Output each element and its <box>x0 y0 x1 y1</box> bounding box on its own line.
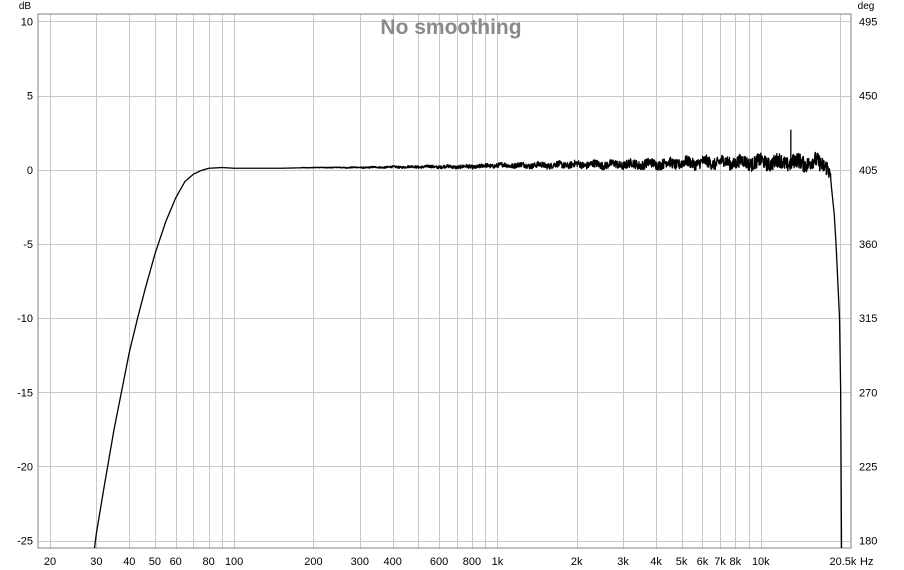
y2-tick-label: 180 <box>859 536 877 548</box>
y-tick-label: -15 <box>17 387 33 399</box>
x-tick-label: 100 <box>225 556 243 568</box>
y-tick-label: 0 <box>27 165 33 177</box>
x-tick-label: 600 <box>430 556 448 568</box>
y2-tick-label: 450 <box>859 91 877 103</box>
grid <box>38 14 851 548</box>
x-tick-label: 4k <box>650 556 662 568</box>
y-tick-label: 10 <box>21 16 33 28</box>
x-axis-unit-label: Hz <box>860 556 873 568</box>
x-tick-label: 5k <box>676 556 688 568</box>
y-tick-label: 5 <box>27 91 33 103</box>
chart-title: No smoothing <box>380 16 521 39</box>
x-tick-label: 200 <box>304 556 322 568</box>
y2-tick-label: 360 <box>859 239 877 251</box>
y2-tick-label: 270 <box>859 387 877 399</box>
x-tick-label: 10k <box>752 556 770 568</box>
x-tick-label: 40 <box>123 556 135 568</box>
x-tick-label: 6k <box>697 556 709 568</box>
x-tick-label: 60 <box>170 556 182 568</box>
tick-labels: 20 30 40 50 60 80 100 200 300 400 600 800 1k 2k 3k 4k 5k… <box>17 16 877 568</box>
x-tick-label: 80 <box>202 556 214 568</box>
x-tick-label: 2k <box>571 556 583 568</box>
plot-frame <box>37 13 852 549</box>
x-tick-label: 1k <box>492 556 504 568</box>
y2-tick-label: 405 <box>859 165 877 177</box>
x-tick-label: 800 <box>463 556 481 568</box>
y2-axis-unit-label: deg <box>858 1 875 12</box>
x-tick-label: 30 <box>90 556 102 568</box>
y2-tick-label: 225 <box>859 461 877 473</box>
x-tick-label: 300 <box>351 556 369 568</box>
y-tick-label: -25 <box>17 536 33 548</box>
y2-tick-label: 495 <box>859 16 877 28</box>
x-tick-label: 3k <box>617 556 629 568</box>
x-tick-label: 400 <box>383 556 401 568</box>
x-tick-label: 7k <box>714 556 726 568</box>
y-tick-label: -5 <box>23 239 33 251</box>
y-axis-unit-label: dB <box>19 1 32 12</box>
y-tick-label: -10 <box>17 313 33 325</box>
y-tick-label: -20 <box>17 461 33 473</box>
x-tick-label: 20.5k <box>829 556 856 568</box>
y2-tick-label: 315 <box>859 313 877 325</box>
response-curve <box>93 129 843 549</box>
x-tick-label: 8k <box>729 556 741 568</box>
x-tick-label: 50 <box>149 556 161 568</box>
x-tick-label: 20 <box>44 556 56 568</box>
